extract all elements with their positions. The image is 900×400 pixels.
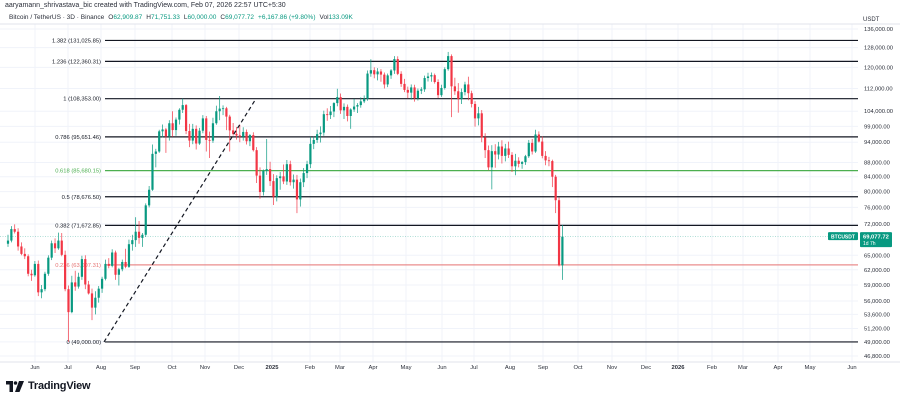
price-tick-label: 88,000.00	[864, 160, 890, 166]
price-tick-label: 112,000.00	[864, 87, 893, 93]
price-axis[interactable]: 136,000.00 128,000.00 120,000.00 112,000.00…	[864, 27, 893, 360]
open-value: 62,909.87	[113, 14, 143, 21]
time-tick-label: Jun	[30, 365, 39, 371]
close-label: C	[220, 14, 226, 21]
change-value: +6,167.86 (+9.80%)	[258, 14, 316, 21]
price-tick-label: 120,000.00	[864, 65, 893, 71]
time-tick-label: Feb	[707, 365, 717, 371]
low-label: L	[183, 14, 188, 21]
close-value: 69,077.72	[225, 14, 255, 21]
time-tick-label: Jul	[470, 365, 477, 371]
price-tick-label: 49,000.00	[864, 340, 890, 346]
volume-value: 133.09K	[328, 14, 353, 21]
price-tick-label: 53,600.00	[864, 312, 890, 318]
time-tick-label: May	[805, 365, 816, 371]
open-label: O	[108, 14, 114, 21]
price-tick-label: 104,000.00	[864, 109, 893, 115]
high-label: H	[146, 14, 151, 21]
time-tick-label: Oct	[573, 365, 582, 371]
fib-level-label: 1 (108,353.00)	[63, 97, 101, 103]
price-tick-label: 80,000.00	[864, 190, 890, 196]
price-tick-label: 94,000.00	[864, 140, 890, 146]
time-tick-label: Dec	[641, 365, 651, 371]
time-tick-label: Nov	[607, 365, 617, 371]
chart-credit: aaryamann_shrivastava_bic created with T…	[5, 2, 286, 9]
time-tick-label: Sep	[538, 365, 548, 371]
last-price-label: 69,077.72	[863, 234, 889, 240]
price-tick-label: 128,000.00	[864, 46, 893, 52]
price-tick-label: 99,000.00	[864, 124, 890, 130]
price-tick-label: 51,200.00	[864, 326, 890, 332]
fib-level-label: 1.382 (131,025.85)	[52, 38, 101, 44]
low-value: 60,000.00	[187, 14, 217, 21]
time-tick-label: Jun	[437, 365, 446, 371]
fib-level-label: 0.618 (85,680.15)	[55, 169, 101, 175]
price-tick-label: 62,000.00	[864, 268, 890, 274]
bar-countdown: 1d 7h	[863, 241, 876, 247]
fib-level-label: 0.786 (95,651.46)	[55, 135, 101, 141]
price-tick-label: 136,000.00	[864, 27, 893, 33]
fib-level[interactable]: 0.618 (85,680.15)	[55, 169, 858, 175]
price-tick-label: 59,000.00	[864, 283, 890, 289]
volume-label: Vol	[319, 14, 329, 21]
fib-level-label: 0.5 (78,676.50)	[62, 195, 101, 201]
fib-level[interactable]: 0.5 (78,676.50)	[62, 195, 858, 201]
fib-level-label: 0.382 (71,672.85)	[55, 223, 101, 229]
time-tick-label: Feb	[305, 365, 315, 371]
price-tick-label: 56,000.00	[864, 299, 890, 305]
ohlc-legend: Bitcoin / TetherUS · 3D · Binance O62,909…	[9, 14, 357, 21]
time-tick-label: 2025	[266, 365, 280, 371]
time-tick-label: Apr	[368, 365, 377, 371]
price-tick-label: 72,000.00	[864, 222, 890, 228]
time-tick-label: Oct	[167, 365, 176, 371]
fib-level[interactable]: 0.382 (71,672.85)	[55, 223, 858, 229]
fib-level-label: 0.236 (63,007.31)	[55, 263, 101, 269]
fib-level-label: 0 (49,000.00)	[67, 340, 102, 346]
time-tick-label: Sep	[130, 365, 140, 371]
tradingview-logo: TradingView	[6, 380, 91, 392]
fib-level[interactable]: 1.382 (131,025.85)	[52, 38, 858, 44]
fib-level[interactable]: 1 (108,353.00)	[63, 97, 858, 103]
tradingview-logo-icon	[6, 380, 24, 392]
time-tick-label: May	[401, 365, 412, 371]
high-value: 71,751.33	[150, 14, 180, 21]
time-tick-label: Jun	[847, 365, 856, 371]
time-tick-label: Aug	[96, 365, 106, 371]
fib-level[interactable]: 0.786 (95,651.46)	[55, 135, 858, 141]
trend-line[interactable]	[103, 98, 257, 343]
time-tick-label: Nov	[200, 365, 210, 371]
symbol-title[interactable]: Bitcoin / TetherUS · 3D · Binance	[9, 14, 105, 21]
time-axis[interactable]: Jun Jul Aug Sep Oct Nov Dec 2025 Feb Mar Apr May Jun…	[30, 365, 856, 371]
time-tick-label: Apr	[773, 365, 782, 371]
candlestick-series	[6, 51, 564, 342]
time-tick-label: Mar	[738, 365, 748, 371]
currency-label: USDT	[863, 17, 880, 23]
chart-grid	[0, 23, 900, 363]
symbol-tag: BTCUSDT	[831, 234, 855, 240]
price-tick-label: 76,000.00	[864, 205, 890, 211]
time-tick-label: Aug	[505, 365, 515, 371]
price-tick-label: 84,000.00	[864, 175, 890, 181]
fib-level-label: 1.236 (122,360.31)	[52, 59, 101, 65]
time-tick-label: Dec	[234, 365, 244, 371]
price-tick-label: 46,800.00	[864, 354, 890, 360]
tradingview-wordmark: TradingView	[28, 380, 91, 392]
fib-level[interactable]: 1.236 (122,360.31)	[52, 59, 858, 65]
fib-level[interactable]: 0.236 (63,007.31)	[55, 263, 858, 269]
time-tick-label: Jul	[64, 365, 71, 371]
time-tick-label: Mar	[335, 365, 345, 371]
price-tick-label: 65,000.00	[864, 253, 890, 259]
time-tick-label: 2026	[672, 365, 686, 371]
fib-level[interactable]: 0 (49,000.00)	[67, 340, 858, 346]
